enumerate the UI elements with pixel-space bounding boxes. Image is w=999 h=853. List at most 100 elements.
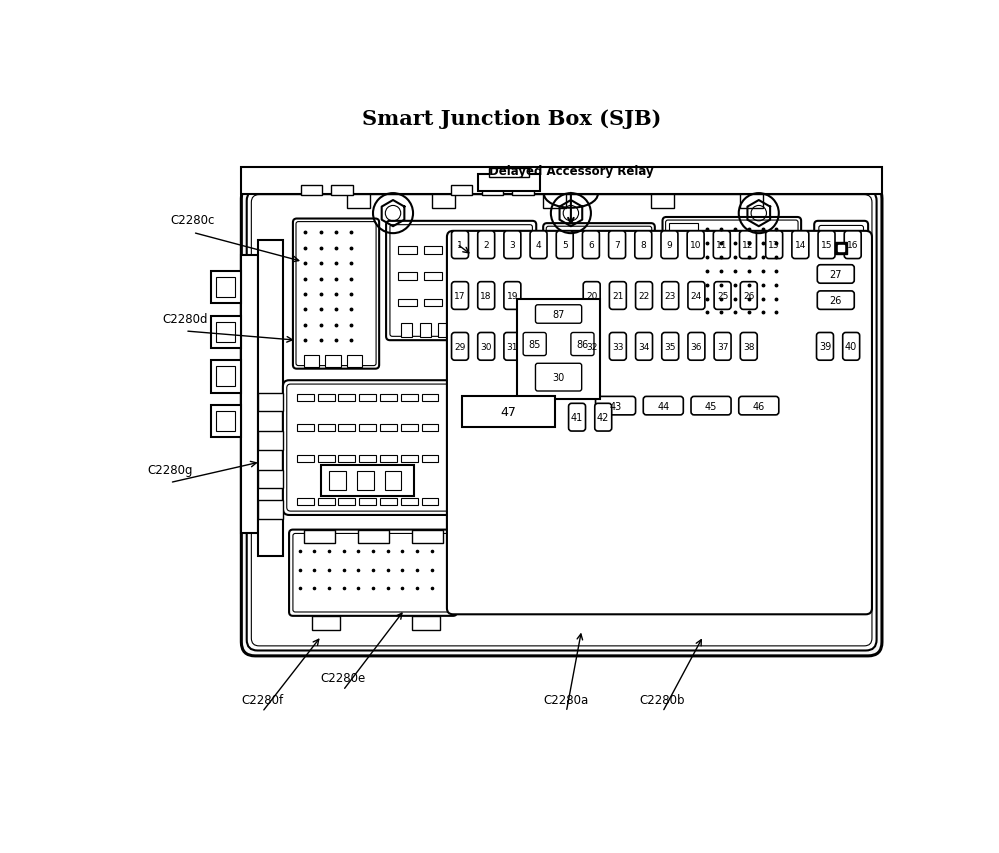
Bar [360,394,376,401]
Text: 10: 10 [690,241,701,250]
FancyBboxPatch shape [503,333,520,361]
FancyBboxPatch shape [713,231,730,259]
Text: 21: 21 [612,292,623,300]
Bar [312,616,340,630]
Bar [259,241,283,556]
Text: 32: 32 [586,342,597,351]
FancyBboxPatch shape [390,225,532,337]
Bar [211,271,242,304]
Bar [831,239,851,258]
FancyBboxPatch shape [583,282,600,310]
FancyBboxPatch shape [688,282,705,310]
Text: 47: 47 [500,406,516,419]
FancyBboxPatch shape [661,231,678,259]
Bar [211,361,242,393]
FancyBboxPatch shape [740,333,757,361]
Text: 30: 30 [481,342,492,351]
FancyBboxPatch shape [609,282,626,310]
Text: C2280e: C2280e [321,671,366,685]
FancyBboxPatch shape [283,380,456,515]
FancyBboxPatch shape [844,231,861,259]
FancyBboxPatch shape [503,231,520,259]
Bar [380,394,397,401]
Bar [380,425,397,432]
FancyBboxPatch shape [608,231,625,259]
Bar [305,530,336,544]
Bar [211,405,242,438]
FancyBboxPatch shape [643,397,683,415]
Bar [577,264,594,272]
Bar [318,456,335,462]
Bar [401,456,418,462]
Bar [439,324,450,338]
FancyBboxPatch shape [814,222,868,276]
FancyBboxPatch shape [503,282,520,310]
Bar [494,324,504,338]
Text: 39: 39 [819,342,831,352]
Bar [216,367,235,387]
Bar [424,273,443,281]
Text: 26: 26 [829,296,842,305]
Bar [422,498,439,505]
Text: 7: 7 [614,241,620,250]
FancyBboxPatch shape [817,265,854,284]
Text: 8: 8 [640,241,646,250]
Bar [399,247,417,255]
Bar [399,299,417,307]
FancyBboxPatch shape [478,333,495,361]
Bar [413,530,444,544]
FancyBboxPatch shape [738,397,779,415]
Text: 25: 25 [717,292,728,300]
Bar [517,299,600,399]
FancyBboxPatch shape [595,397,635,415]
Bar [475,299,494,307]
Text: 3: 3 [509,241,515,250]
Bar [422,394,439,401]
Text: 34: 34 [638,342,649,351]
Text: 4: 4 [535,241,541,250]
FancyBboxPatch shape [452,231,469,259]
Text: 13: 13 [768,241,780,250]
FancyBboxPatch shape [447,231,872,614]
FancyBboxPatch shape [817,292,854,310]
Text: 26: 26 [743,292,754,300]
Bar [357,472,374,490]
Text: 20: 20 [586,292,597,300]
FancyBboxPatch shape [523,333,546,357]
FancyBboxPatch shape [792,231,809,259]
FancyBboxPatch shape [691,397,731,415]
Bar [450,299,468,307]
FancyBboxPatch shape [818,231,835,259]
Text: 23: 23 [664,292,676,300]
Bar [512,185,533,196]
Text: C2280a: C2280a [543,693,588,706]
FancyBboxPatch shape [687,231,704,259]
Bar [457,324,468,338]
Bar [621,302,637,316]
FancyBboxPatch shape [740,282,757,310]
Bar [216,278,235,298]
FancyBboxPatch shape [739,231,756,259]
Text: C2280g: C2280g [147,464,193,477]
Bar [500,273,518,281]
Bar [360,425,376,432]
Bar [413,616,440,630]
FancyBboxPatch shape [242,185,882,656]
Bar [242,168,882,194]
FancyBboxPatch shape [570,333,594,357]
Bar [326,356,341,368]
FancyBboxPatch shape [634,231,651,259]
Text: 19: 19 [506,292,518,300]
FancyBboxPatch shape [289,530,457,616]
Text: 87: 87 [552,310,564,320]
Bar [347,356,363,368]
Text: C2280f: C2280f [241,693,283,706]
Bar [422,425,439,432]
Bar [432,194,455,208]
Bar [318,394,335,401]
Text: 16: 16 [847,241,858,250]
FancyBboxPatch shape [661,333,678,361]
Text: 86: 86 [576,339,588,350]
Bar [301,185,323,196]
Bar [623,264,640,272]
